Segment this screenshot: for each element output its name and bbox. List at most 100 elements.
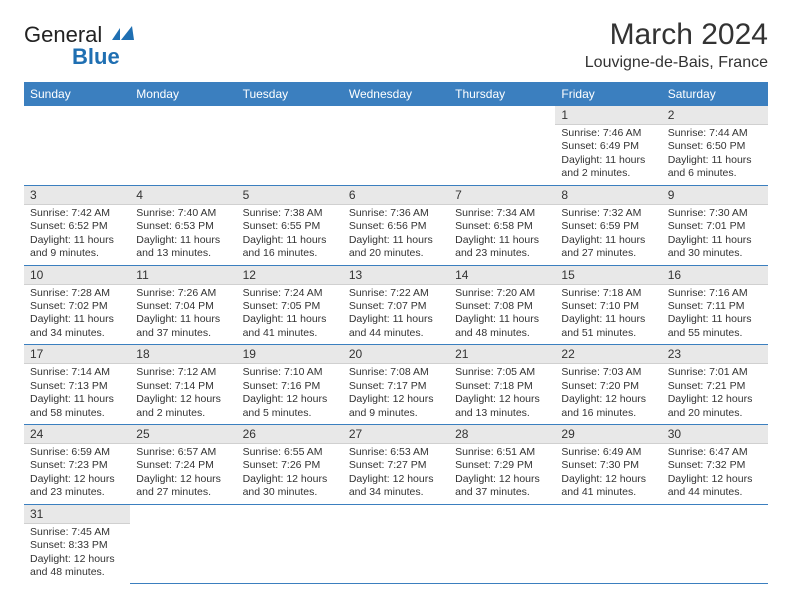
sunrise-line: Sunrise: 6:47 AM (668, 446, 762, 459)
sunrise-line: Sunrise: 7:40 AM (136, 207, 230, 220)
calendar-week: 24Sunrise: 6:59 AMSunset: 7:23 PMDayligh… (24, 425, 768, 505)
calendar-day: 6 Sunrise: 7:36 AMSunset: 6:56 PMDaylight… (343, 185, 449, 265)
daylight-line: Daylight: 12 hours and 30 minutes. (243, 473, 337, 500)
calendar-day: 26Sunrise: 6:55 AMSunset: 7:26 PMDayligh… (237, 425, 343, 505)
brand-text: General Blue (24, 24, 138, 68)
calendar-day-empty (237, 106, 343, 185)
sunset-line: Sunset: 7:02 PM (30, 300, 124, 313)
day-number: 17 (24, 345, 130, 364)
day-number: 31 (24, 505, 130, 524)
day-body: Sunrise: 7:24 AMSunset: 7:05 PMDaylight:… (237, 285, 343, 345)
sunset-line: Sunset: 7:08 PM (455, 300, 549, 313)
calendar-day: 2Sunrise: 7:44 AMSunset: 6:50 PMDaylight… (662, 106, 768, 185)
calendar-week: 3Sunrise: 7:42 AMSunset: 6:52 PMDaylight… (24, 185, 768, 265)
sunrise-line: Sunrise: 7:01 AM (668, 366, 762, 379)
day-body: Sunrise: 7:03 AMSunset: 7:20 PMDaylight:… (555, 364, 661, 424)
day-number: 8 (555, 186, 661, 205)
daylight-line: Daylight: 11 hours and 34 minutes. (30, 313, 124, 340)
calendar-body: 1Sunrise: 7:46 AMSunset: 6:49 PMDaylight… (24, 106, 768, 584)
day-number: 1 (555, 106, 661, 125)
sunset-line: Sunset: 6:53 PM (136, 220, 230, 233)
calendar-week: 1Sunrise: 7:46 AMSunset: 6:49 PMDaylight… (24, 106, 768, 185)
location-subtitle: Louvigne-de-Bais, France (585, 54, 768, 72)
sunrise-line: Sunrise: 7:18 AM (561, 287, 655, 300)
calendar-week: 31Sunrise: 7:45 AMSunset: 8:33 PMDayligh… (24, 504, 768, 583)
calendar-day: 18Sunrise: 7:12 AMSunset: 7:14 PMDayligh… (130, 345, 236, 425)
calendar-day: 16Sunrise: 7:16 AMSunset: 7:11 PMDayligh… (662, 265, 768, 345)
calendar-day: 7Sunrise: 7:34 AMSunset: 6:58 PMDaylight… (449, 185, 555, 265)
day-body: Sunrise: 7:34 AMSunset: 6:58 PMDaylight:… (449, 205, 555, 265)
sunrise-line: Sunrise: 7:05 AM (455, 366, 549, 379)
daylight-line: Daylight: 11 hours and 2 minutes. (561, 154, 655, 181)
flag-icon (112, 24, 138, 46)
daylight-line: Daylight: 11 hours and 13 minutes. (136, 234, 230, 261)
day-body: Sunrise: 7:01 AMSunset: 7:21 PMDaylight:… (662, 364, 768, 424)
calendar-day: 20Sunrise: 7:08 AMSunset: 7:17 PMDayligh… (343, 345, 449, 425)
daylight-line: Daylight: 11 hours and 6 minutes. (668, 154, 762, 181)
day-body: Sunrise: 7:26 AMSunset: 7:04 PMDaylight:… (130, 285, 236, 345)
daylight-line: Daylight: 11 hours and 30 minutes. (668, 234, 762, 261)
day-body: Sunrise: 7:45 AMSunset: 8:33 PMDaylight:… (24, 524, 130, 584)
calendar-day: 28Sunrise: 6:51 AMSunset: 7:29 PMDayligh… (449, 425, 555, 505)
daylight-line: Daylight: 11 hours and 48 minutes. (455, 313, 549, 340)
day-body: Sunrise: 7:32 AMSunset: 6:59 PMDaylight:… (555, 205, 661, 265)
calendar-table: SundayMondayTuesdayWednesdayThursdayFrid… (24, 82, 768, 584)
sunrise-line: Sunrise: 7:08 AM (349, 366, 443, 379)
column-header: Sunday (24, 82, 130, 106)
calendar-day: 27Sunrise: 6:53 AMSunset: 7:27 PMDayligh… (343, 425, 449, 505)
day-number: 6 (343, 186, 449, 205)
sunrise-line: Sunrise: 6:55 AM (243, 446, 337, 459)
day-body: Sunrise: 7:05 AMSunset: 7:18 PMDaylight:… (449, 364, 555, 424)
daylight-line: Daylight: 11 hours and 41 minutes. (243, 313, 337, 340)
sunset-line: Sunset: 7:13 PM (30, 380, 124, 393)
day-number: 27 (343, 425, 449, 444)
day-number: 26 (237, 425, 343, 444)
column-header: Tuesday (237, 82, 343, 106)
sunset-line: Sunset: 6:59 PM (561, 220, 655, 233)
day-body: Sunrise: 6:49 AMSunset: 7:30 PMDaylight:… (555, 444, 661, 504)
sunrise-line: Sunrise: 7:42 AM (30, 207, 124, 220)
sunrise-line: Sunrise: 7:22 AM (349, 287, 443, 300)
calendar-day-empty (449, 504, 555, 583)
day-body: Sunrise: 7:22 AMSunset: 7:07 PMDaylight:… (343, 285, 449, 345)
calendar-day: 15Sunrise: 7:18 AMSunset: 7:10 PMDayligh… (555, 265, 661, 345)
daylight-line: Daylight: 12 hours and 37 minutes. (455, 473, 549, 500)
sunset-line: Sunset: 7:23 PM (30, 459, 124, 472)
calendar-day: 29Sunrise: 6:49 AMSunset: 7:30 PMDayligh… (555, 425, 661, 505)
sunrise-line: Sunrise: 7:26 AM (136, 287, 230, 300)
calendar-day: 5Sunrise: 7:38 AMSunset: 6:55 PMDaylight… (237, 185, 343, 265)
day-number: 5 (237, 186, 343, 205)
calendar-day: 25Sunrise: 6:57 AMSunset: 7:24 PMDayligh… (130, 425, 236, 505)
sunrise-line: Sunrise: 7:20 AM (455, 287, 549, 300)
sunset-line: Sunset: 7:11 PM (668, 300, 762, 313)
day-body: Sunrise: 6:51 AMSunset: 7:29 PMDaylight:… (449, 444, 555, 504)
day-body: Sunrise: 7:20 AMSunset: 7:08 PMDaylight:… (449, 285, 555, 345)
header: General Blue March 2024 Louvigne-de-Bais… (24, 18, 768, 72)
day-body: Sunrise: 6:57 AMSunset: 7:24 PMDaylight:… (130, 444, 236, 504)
sunset-line: Sunset: 7:18 PM (455, 380, 549, 393)
day-number: 7 (449, 186, 555, 205)
sunset-line: Sunset: 6:55 PM (243, 220, 337, 233)
day-number: 11 (130, 266, 236, 285)
daylight-line: Daylight: 11 hours and 20 minutes. (349, 234, 443, 261)
day-body: Sunrise: 7:42 AMSunset: 6:52 PMDaylight:… (24, 205, 130, 265)
daylight-line: Daylight: 12 hours and 41 minutes. (561, 473, 655, 500)
day-number: 19 (237, 345, 343, 364)
sunrise-line: Sunrise: 7:12 AM (136, 366, 230, 379)
sunset-line: Sunset: 7:04 PM (136, 300, 230, 313)
calendar-page: General Blue March 2024 Louvigne-de-Bais… (0, 0, 792, 602)
sunrise-line: Sunrise: 7:28 AM (30, 287, 124, 300)
daylight-line: Daylight: 12 hours and 34 minutes. (349, 473, 443, 500)
column-header: Friday (555, 82, 661, 106)
sunrise-line: Sunrise: 7:36 AM (349, 207, 443, 220)
daylight-line: Daylight: 12 hours and 9 minutes. (349, 393, 443, 420)
sunset-line: Sunset: 7:32 PM (668, 459, 762, 472)
sunset-line: Sunset: 6:50 PM (668, 140, 762, 153)
daylight-line: Daylight: 12 hours and 2 minutes. (136, 393, 230, 420)
day-number: 25 (130, 425, 236, 444)
daylight-line: Daylight: 11 hours and 58 minutes. (30, 393, 124, 420)
sunrise-line: Sunrise: 7:44 AM (668, 127, 762, 140)
sunrise-line: Sunrise: 7:38 AM (243, 207, 337, 220)
sunset-line: Sunset: 6:56 PM (349, 220, 443, 233)
brand-line2: Blue (72, 44, 120, 69)
